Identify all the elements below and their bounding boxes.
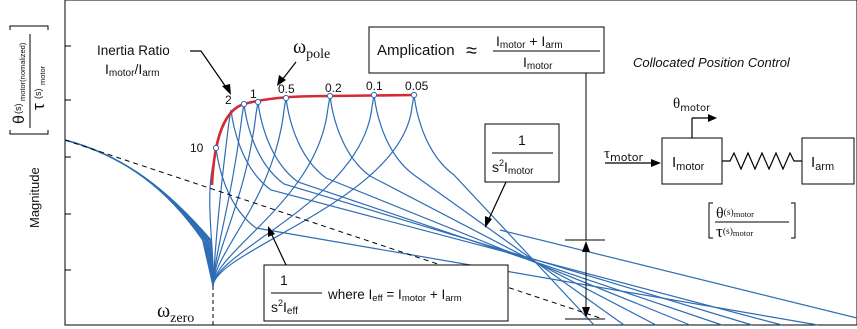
motor-box-num: 1 <box>518 132 526 148</box>
omega-pole-text: ωpole <box>293 36 330 62</box>
ratio-label-2: 2 <box>225 93 232 107</box>
control-schematic: Collocated Position Control θmotor τmoto… <box>604 55 855 241</box>
eff-where-text: where Ieff = Imotor + Iarm <box>327 287 462 304</box>
y-axis-label: Magnitude θ (s) motor(nomalized) τ (s) m… <box>9 25 49 228</box>
y-den-tau: τ <box>29 103 48 110</box>
curve-ratio-0-05 <box>64 94 595 326</box>
y-label-word: Magnitude <box>27 167 42 228</box>
eff-asymptote-dashed <box>64 139 601 319</box>
motor-asymptote-line <box>499 229 857 319</box>
pole-points <box>212 91 418 152</box>
amplication-numerator: Imotor + Iarm <box>496 33 563 51</box>
omega-pole-label: ωpole <box>277 36 330 86</box>
pole-point-2 <box>240 100 248 108</box>
arm-inertia-block <box>801 137 855 185</box>
approx-symbol: ≈ <box>466 40 477 62</box>
pole-point-0-2 <box>326 92 334 100</box>
pole-point-0-5 <box>282 94 290 102</box>
ratio-label-10: 10 <box>190 141 204 155</box>
motor-box-den: s2Imotor <box>492 158 534 177</box>
frequency-response-curves <box>64 94 857 326</box>
motor-asymptote-box: 1 s2Imotor <box>484 123 560 228</box>
ratio-label-0-1: 0.1 <box>366 79 383 93</box>
omega-zero-label: ωzero <box>157 300 194 326</box>
amplitude-dimension <box>565 73 605 320</box>
pole-envelope-curve <box>210 93 415 186</box>
plot-frame <box>64 0 857 326</box>
eff-box-num: 1 <box>280 272 288 288</box>
y-den-s: (s) <box>33 89 43 100</box>
control-title: Collocated Position Control <box>633 55 791 70</box>
y-ticks <box>65 45 71 271</box>
ratio-label-0-2: 0.2 <box>325 81 342 95</box>
y-num-s: (s) <box>13 104 23 115</box>
ratio-label-0-05: 0.05 <box>405 79 429 93</box>
tf-numerator: θ(s)motor <box>716 205 754 222</box>
spring <box>722 151 802 171</box>
ratio-label-0-5: 0.5 <box>278 82 295 96</box>
eff-box-den: s2Ieff <box>271 298 298 317</box>
motor-inertia-block <box>661 137 723 185</box>
arm-block-label: Iarm <box>811 154 834 173</box>
inertia-ratio-label: Inertia Ratio Imotor/Iarm <box>97 43 231 95</box>
pole-point-10 <box>212 144 220 152</box>
tau-motor-label: τmotor <box>604 146 644 164</box>
amplication-word: Amplication <box>377 42 455 59</box>
eff-asymptote-box: 1 s2Ieff where Ieff = Imotor + Iarm <box>263 226 509 322</box>
ratio-labels: 10 2 1 0.5 0.2 0.1 0.05 <box>190 79 429 155</box>
y-label-fraction: θ (s) motor(nomalized) τ (s) motor <box>9 25 49 135</box>
y-num-sub: motor(nomalized) <box>18 42 27 101</box>
pole-point-1 <box>254 98 262 106</box>
inertia-ratio-text: Inertia Ratio <box>97 43 170 58</box>
ratio-label-1: 1 <box>250 87 257 101</box>
amplication-box: Amplication ≈ Imotor + Iarm Imotor <box>368 26 605 74</box>
amplication-denominator: Imotor <box>523 54 553 72</box>
motor-block-label: Imotor <box>672 154 705 173</box>
y-num-theta: θ <box>11 115 28 124</box>
transfer-function: θ(s)motor τ(s)motor <box>708 202 796 241</box>
y-den-sub: motor <box>38 65 47 85</box>
theta-motor-label: θmotor <box>673 96 711 114</box>
inertia-ratio-fraction: Imotor/Iarm <box>105 61 159 79</box>
pole-point-0-1 <box>370 91 378 99</box>
tf-denominator: τ(s)motor <box>716 222 753 241</box>
pole-point-0-05 <box>410 91 418 99</box>
